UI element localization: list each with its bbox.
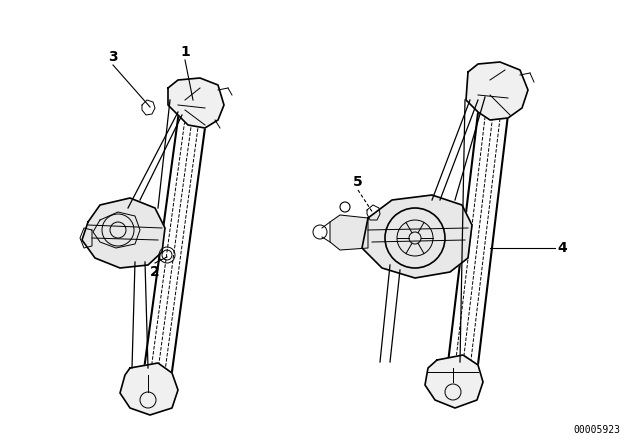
Polygon shape: [425, 355, 483, 408]
Text: 2: 2: [150, 265, 160, 279]
Text: 5: 5: [353, 175, 363, 189]
Text: 1: 1: [180, 45, 190, 59]
Polygon shape: [120, 363, 178, 415]
Polygon shape: [362, 195, 472, 278]
Polygon shape: [330, 215, 368, 250]
Text: 3: 3: [108, 50, 118, 64]
Polygon shape: [82, 198, 165, 268]
Text: 00005923: 00005923: [573, 425, 620, 435]
Polygon shape: [466, 62, 528, 120]
Polygon shape: [168, 78, 224, 128]
Text: 4: 4: [557, 241, 567, 255]
